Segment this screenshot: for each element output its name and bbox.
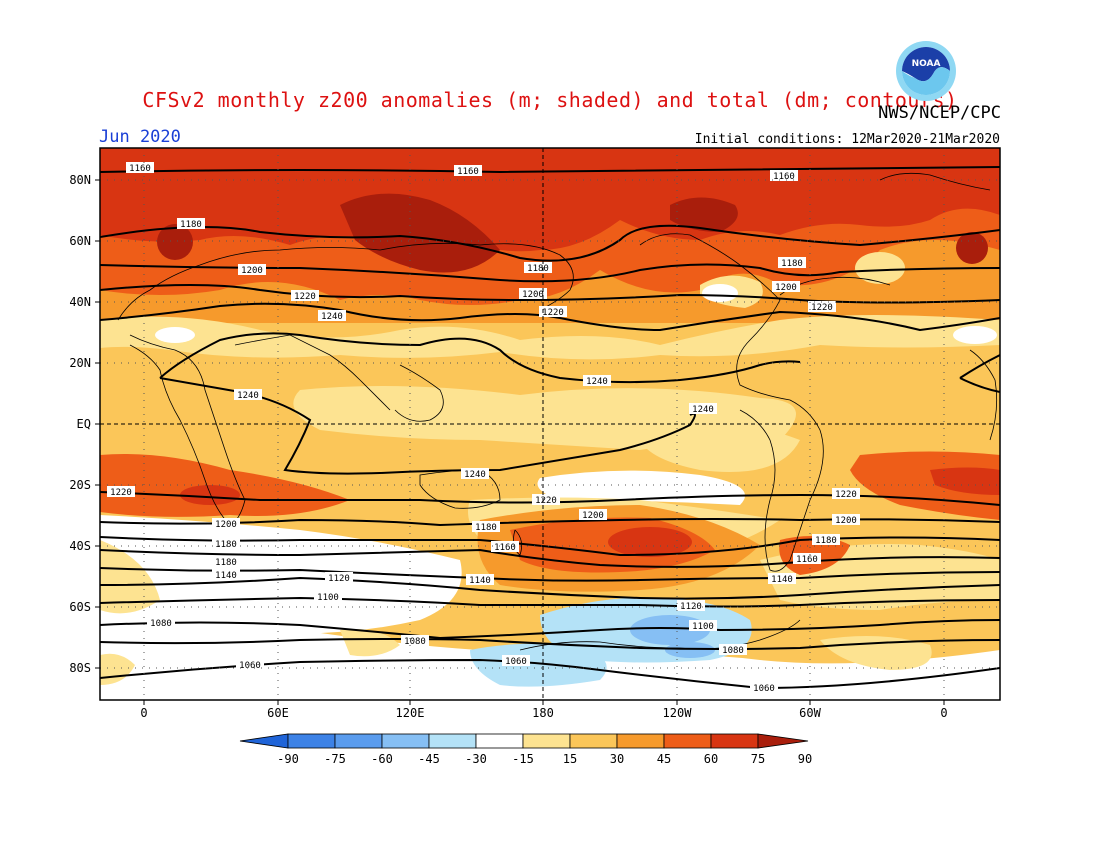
contour-label: 1240 [464, 470, 486, 480]
contour-label: 1080 [404, 637, 426, 647]
contour-label: 1200 [835, 516, 857, 526]
colorbar-segment [616, 733, 665, 749]
contour-label: 1100 [317, 593, 339, 603]
colorbar-tick-label: -15 [512, 752, 534, 766]
contour-label: 1140 [469, 576, 491, 586]
contour-label: 1180 [527, 264, 549, 274]
contour-label: 1180 [180, 220, 202, 230]
colorbar-tick-label: 90 [798, 752, 812, 766]
contour-label: 1180 [781, 259, 803, 269]
contour-label: 1200 [775, 283, 797, 293]
contour-label: 1120 [328, 574, 350, 584]
colorbar-segment [569, 733, 618, 749]
contour-label: 1160 [457, 167, 479, 177]
colorbar-segment [334, 733, 383, 749]
contour-label: 1080 [150, 619, 172, 629]
contour-label: 1120 [680, 602, 702, 612]
lon-label: 180 [532, 706, 554, 720]
initial-conditions: Initial conditions: 12Mar2020-21Mar2020 [694, 132, 1000, 147]
lon-label: 60W [799, 706, 821, 720]
contour-label: 1200 [241, 266, 263, 276]
contour-label: 1100 [692, 622, 714, 632]
contour-label: 1240 [692, 405, 714, 415]
colorbar-segment [522, 733, 571, 749]
colorbar-segment [663, 733, 712, 749]
forecast-month: Jun 2020 [99, 127, 181, 147]
colorbar-tick-label: -30 [465, 752, 487, 766]
lat-label: 60S [69, 600, 91, 614]
contour-label: 1060 [239, 661, 261, 671]
contour-label: 1080 [722, 646, 744, 656]
colorbar-arrow-low [239, 733, 289, 749]
contour-label: 1220 [294, 292, 316, 302]
contour-label: 1060 [753, 684, 775, 694]
lat-label: 20N [69, 356, 91, 370]
lon-label: 0 [140, 706, 147, 720]
contour-label: 1180 [475, 523, 497, 533]
lon-label: 120W [663, 706, 693, 720]
graticule [100, 148, 1000, 700]
lat-label: 20S [69, 478, 91, 492]
contour-label: 1160 [796, 555, 818, 565]
logo-text: NOAA [912, 59, 941, 69]
contour-label: 1220 [535, 496, 557, 506]
contour-label: 1240 [586, 377, 608, 387]
colorbar-tick-label: 30 [610, 752, 624, 766]
longitude-labels: 0 60E 120E 180 120W 60W 0 [140, 706, 947, 720]
lat-label: 40S [69, 539, 91, 553]
contour-label: 1200 [215, 520, 237, 530]
lat-label: 80S [69, 661, 91, 675]
lon-label: 0 [940, 706, 947, 720]
colorbar-segment [475, 733, 524, 749]
contour-label: 1220 [811, 303, 833, 313]
latitude-labels: 80N 60N 40N 20N EQ 20S 40S 60S 80S [69, 173, 91, 675]
contour-label: 1140 [215, 571, 237, 581]
contour-label: 1220 [542, 308, 564, 318]
contour-label: 1240 [237, 391, 259, 401]
colorbar-segment [428, 733, 477, 749]
colorbar-arrow-high [757, 733, 809, 749]
contour-label: 1180 [215, 540, 237, 550]
lon-label: 120E [396, 706, 425, 720]
colorbar: -90 -75 -60 -45 -30 -15 15 30 45 60 75 90 [239, 733, 812, 766]
axis-ticks [95, 179, 945, 705]
colorbar-segment [710, 733, 759, 749]
contour-label: 1180 [215, 558, 237, 568]
contour-label: 1060 [505, 657, 527, 667]
colorbar-tick-label: 60 [704, 752, 718, 766]
lon-label: 60E [267, 706, 289, 720]
contour-label: 1160 [773, 172, 795, 182]
contour-label: 1180 [815, 536, 837, 546]
lat-label: 40N [69, 295, 91, 309]
colorbar-segment [381, 733, 430, 749]
noaa-logo: NOAA [896, 41, 956, 101]
lat-label: 60N [69, 234, 91, 248]
contour-label: 1160 [129, 164, 151, 174]
contour-label: 1140 [771, 575, 793, 585]
colorbar-tick-label: -60 [371, 752, 393, 766]
contour-label: 1240 [321, 312, 343, 322]
colorbar-tick-label: -45 [418, 752, 440, 766]
lat-label: EQ [77, 417, 91, 431]
contour-label: 1220 [110, 488, 132, 498]
contour-label: 1220 [835, 490, 857, 500]
colorbar-segment [287, 733, 336, 749]
contour-label: 1200 [522, 290, 544, 300]
agency-label: NWS/NCEP/CPC [878, 103, 1001, 123]
colorbar-tick-label: 15 [563, 752, 577, 766]
colorbar-tick-label: 45 [657, 752, 671, 766]
colorbar-tick-label: -75 [324, 752, 346, 766]
contour-label: 1160 [494, 543, 516, 553]
contour-labels: 1160 1160 1160 1180 1180 1180 1200 1200 … [107, 162, 860, 694]
map-title: CFSv2 monthly z200 anomalies (m; shaded)… [142, 88, 958, 112]
colorbar-tick-label: -90 [277, 752, 299, 766]
colorbar-tick-label: 75 [751, 752, 765, 766]
lat-label: 80N [69, 173, 91, 187]
contour-label: 1200 [582, 511, 604, 521]
